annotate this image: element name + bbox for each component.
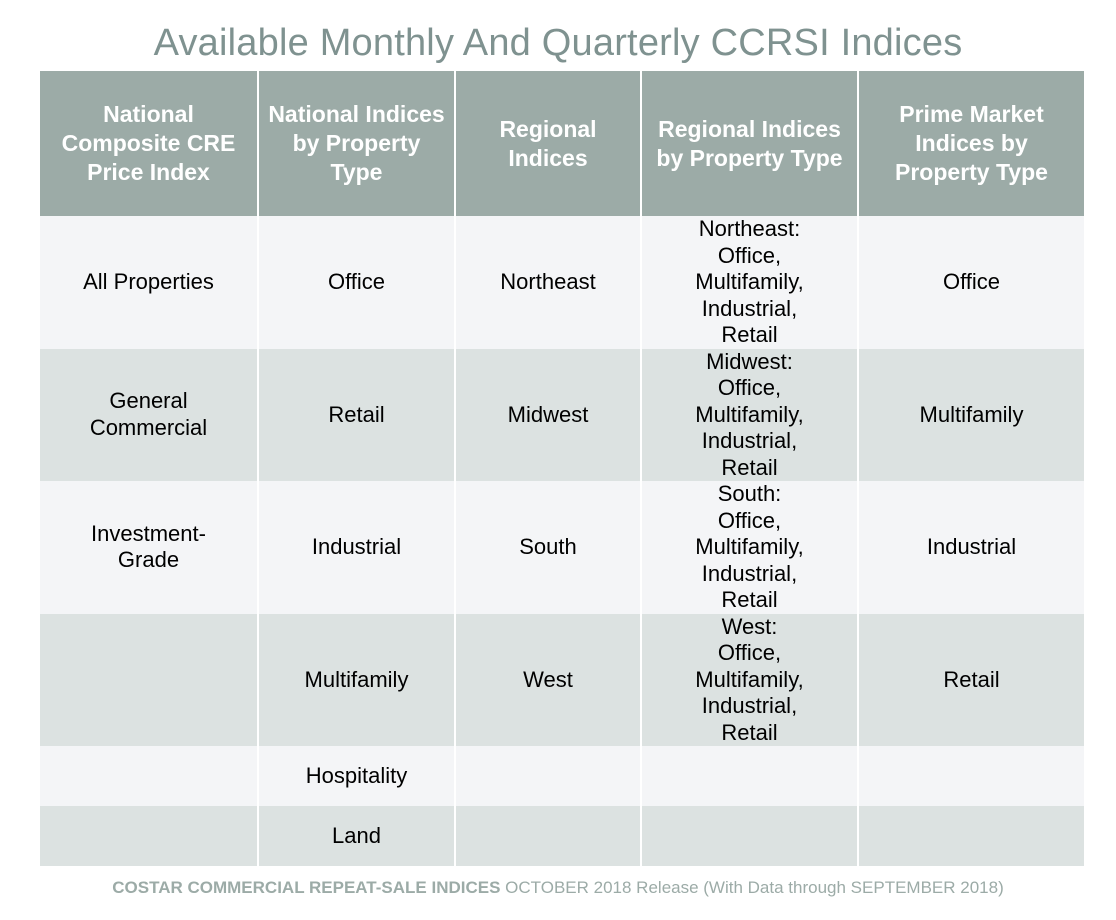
table-cell: Investment- Grade <box>38 481 259 614</box>
table-row: General Commercial Retail Midwest Midwes… <box>38 348 1086 481</box>
header-national-by-type: National Indices by Property Type <box>257 71 456 216</box>
table-cell: West: Office, Multifamily, Industrial, R… <box>640 613 859 746</box>
table-cell <box>640 746 859 806</box>
table-cell: Northeast: Office, Multifamily, Industri… <box>640 216 859 349</box>
table-cell: Retail <box>257 348 456 481</box>
header-national-composite: National Composite CRE Price Index <box>38 71 259 216</box>
table-cell: West <box>454 613 642 746</box>
table-cell: Retail <box>857 613 1086 746</box>
table-header-row: National Composite CRE Price Index Natio… <box>38 71 1086 216</box>
table-row: Land <box>38 806 1086 866</box>
header-regional: Regional Indices <box>454 71 642 216</box>
table-cell: Midwest <box>454 348 642 481</box>
table-row: Hospitality <box>38 746 1086 806</box>
table-cell: Midwest: Office, Multifamily, Industrial… <box>640 348 859 481</box>
footer-release: OCTOBER 2018 Release (With Data through … <box>500 878 1004 897</box>
table-cell: All Properties <box>38 216 259 349</box>
table-cell: Industrial <box>257 481 456 614</box>
table-cell <box>640 806 859 866</box>
table-cell: Industrial <box>857 481 1086 614</box>
header-prime-market: Prime Market Indices by Property Type <box>857 71 1086 216</box>
table-cell: Land <box>257 806 456 866</box>
table-cell: South <box>454 481 642 614</box>
table-row: All Properties Office Northeast Northeas… <box>38 216 1086 349</box>
indices-table: National Composite CRE Price Index Natio… <box>38 71 1086 866</box>
table-cell: Hospitality <box>257 746 456 806</box>
table-row: Investment- Grade Industrial South South… <box>38 481 1086 614</box>
header-regional-by-type: Regional Indices by Property Type <box>640 71 859 216</box>
table-cell <box>38 806 259 866</box>
table-cell <box>857 806 1086 866</box>
table-cell <box>857 746 1086 806</box>
table-cell: Office <box>857 216 1086 349</box>
table-cell: Office <box>257 216 456 349</box>
footer-brand: COSTAR COMMERCIAL REPEAT-SALE INDICES <box>112 878 501 897</box>
table-cell: General Commercial <box>38 348 259 481</box>
table-cell <box>38 746 259 806</box>
table-cell: Multifamily <box>257 613 456 746</box>
table-cell <box>454 806 642 866</box>
table-row: Multifamily West West: Office, Multifami… <box>38 613 1086 746</box>
page-title: Available Monthly And Quarterly CCRSI In… <box>153 22 963 64</box>
table-cell <box>454 746 642 806</box>
table-cell <box>38 613 259 746</box>
table-cell: Northeast <box>454 216 642 349</box>
footer-caption: COSTAR COMMERCIAL REPEAT-SALE INDICES OC… <box>0 878 1116 898</box>
table-cell: Multifamily <box>857 348 1086 481</box>
table-cell: South: Office, Multifamily, Industrial, … <box>640 481 859 614</box>
